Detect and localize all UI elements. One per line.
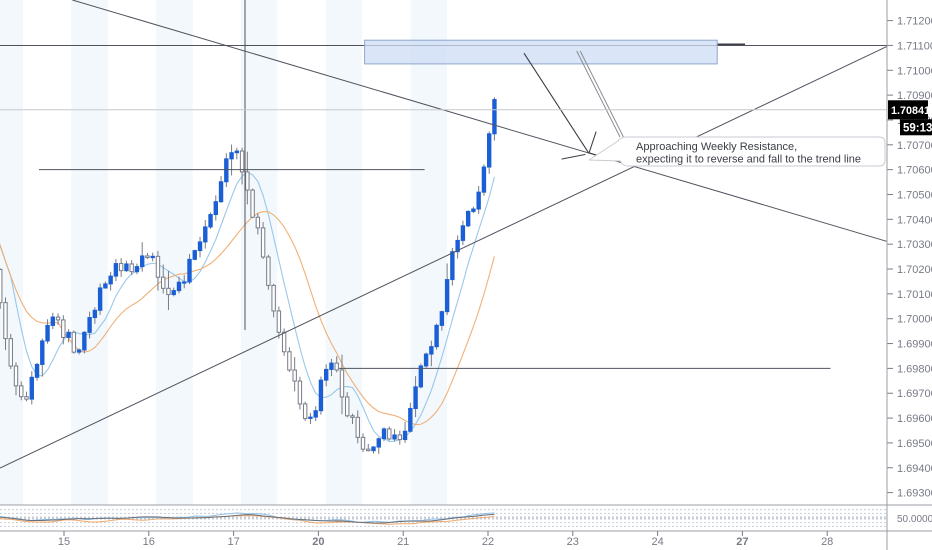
svg-text:27: 27 bbox=[736, 536, 748, 548]
svg-text:28: 28 bbox=[821, 536, 833, 548]
svg-text:22: 22 bbox=[482, 536, 494, 548]
svg-text:1.69400: 1.69400 bbox=[897, 463, 932, 475]
svg-text:1.71200: 1.71200 bbox=[897, 16, 932, 28]
svg-text:1.70500: 1.70500 bbox=[897, 189, 932, 201]
svg-text:1.70600: 1.70600 bbox=[897, 165, 932, 177]
svg-text:1.69600: 1.69600 bbox=[897, 413, 932, 425]
svg-text:1.71000: 1.71000 bbox=[897, 65, 932, 77]
svg-text:59:13: 59:13 bbox=[903, 122, 932, 134]
svg-text:1.70200: 1.70200 bbox=[897, 264, 932, 276]
svg-text:1.69500: 1.69500 bbox=[897, 438, 932, 450]
svg-text:15: 15 bbox=[58, 536, 70, 548]
svg-text:1.71100: 1.71100 bbox=[897, 40, 932, 52]
svg-text:23: 23 bbox=[567, 536, 579, 548]
svg-text:1.70841: 1.70841 bbox=[891, 105, 930, 117]
svg-text:21: 21 bbox=[397, 536, 409, 548]
svg-text:Approaching Weekly Resistance,: Approaching Weekly Resistance, bbox=[636, 141, 797, 153]
svg-text:1.70400: 1.70400 bbox=[897, 214, 932, 226]
svg-text:1.70100: 1.70100 bbox=[897, 289, 932, 301]
svg-text:1.69300: 1.69300 bbox=[897, 488, 932, 500]
svg-text:1.69900: 1.69900 bbox=[897, 339, 932, 351]
svg-text:17: 17 bbox=[227, 536, 239, 548]
svg-text:1.70300: 1.70300 bbox=[897, 239, 932, 251]
svg-text:1.70000: 1.70000 bbox=[897, 314, 932, 326]
svg-text:expecting it to reverse and fa: expecting it to reverse and fall to the … bbox=[636, 154, 861, 166]
svg-text:20: 20 bbox=[312, 536, 324, 548]
svg-text:1.70700: 1.70700 bbox=[897, 140, 932, 152]
svg-text:1.69700: 1.69700 bbox=[897, 388, 932, 400]
svg-text:16: 16 bbox=[143, 536, 155, 548]
svg-text:50.00000: 50.00000 bbox=[897, 514, 932, 525]
svg-text:1.69800: 1.69800 bbox=[897, 363, 932, 375]
svg-text:24: 24 bbox=[651, 536, 663, 548]
